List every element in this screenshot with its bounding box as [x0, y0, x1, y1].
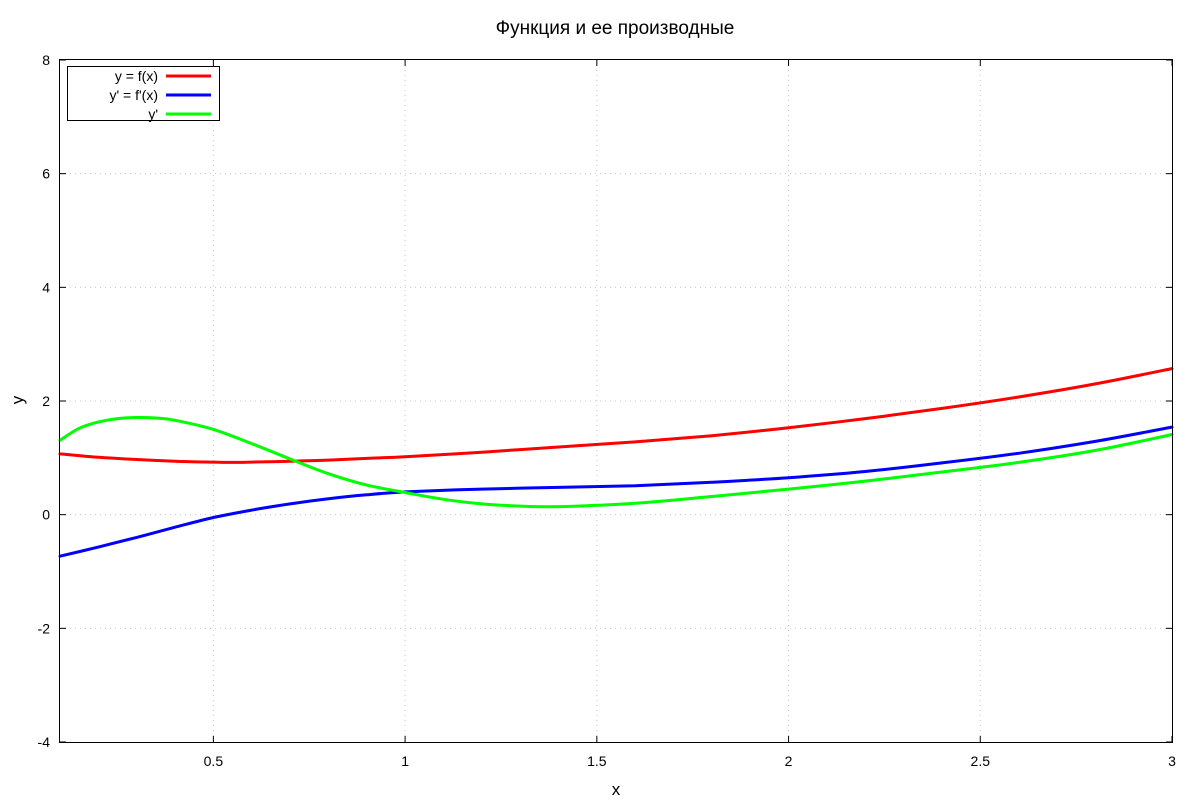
y-tick-label: 6	[42, 166, 50, 182]
x-tick-label: 1	[401, 753, 409, 769]
x-tick-label: 0.5	[204, 753, 224, 769]
y-tick-label: 0	[42, 507, 50, 523]
ticks: 0.5 1 1.5 2 2.5 3 -4 -2 0 2 4 6 8	[38, 52, 1177, 769]
y-tick-label: -4	[38, 734, 51, 750]
series-line-2	[58, 425, 1174, 558]
x-tick-label: 2	[785, 753, 793, 769]
series-line-1	[58, 367, 1174, 464]
y-tick-label: 8	[42, 52, 50, 68]
x-tick-label: 3	[1168, 753, 1176, 769]
legend: y = f(x) y' = f'(x) y'	[67, 66, 220, 122]
series-line-3	[58, 415, 1174, 509]
legend-label: y'	[148, 106, 158, 122]
legend-label: y' = f'(x)	[109, 87, 158, 103]
x-axis-label: x	[612, 780, 621, 799]
y-tick-label: -2	[38, 620, 51, 636]
y-tick-label: 2	[42, 393, 50, 409]
x-tick-label: 2.5	[971, 753, 991, 769]
y-axis-label: y	[8, 395, 27, 404]
x-tick-label: 1.5	[587, 753, 607, 769]
legend-label: y = f(x)	[115, 68, 158, 84]
series-layer	[58, 367, 1174, 558]
grid	[60, 60, 1172, 742]
y-tick-label: 4	[42, 279, 50, 295]
plot-frame	[59, 59, 1173, 743]
chart-title: Функция и ее производные	[496, 18, 735, 39]
